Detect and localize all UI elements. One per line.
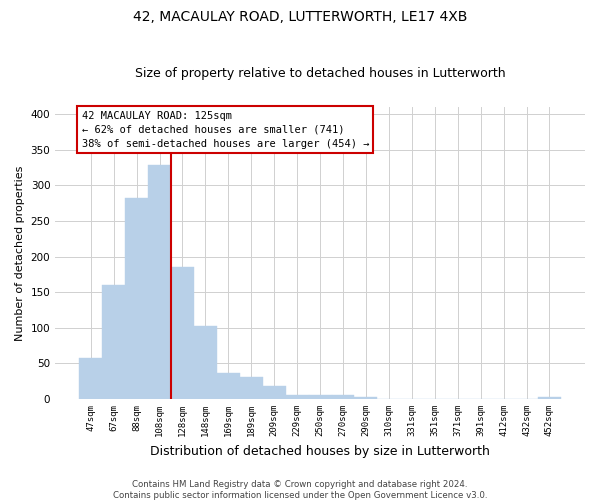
Bar — [308, 396, 332, 399]
Text: 42 MACAULAY ROAD: 125sqm
← 62% of detached houses are smaller (741)
38% of semi-: 42 MACAULAY ROAD: 125sqm ← 62% of detach… — [82, 110, 369, 148]
Y-axis label: Number of detached properties: Number of detached properties — [15, 166, 25, 340]
Bar — [286, 395, 308, 399]
Title: Size of property relative to detached houses in Lutterworth: Size of property relative to detached ho… — [135, 66, 505, 80]
Bar — [332, 396, 355, 399]
Text: 42, MACAULAY ROAD, LUTTERWORTH, LE17 4XB: 42, MACAULAY ROAD, LUTTERWORTH, LE17 4XB — [133, 10, 467, 24]
Text: Contains public sector information licensed under the Open Government Licence v3: Contains public sector information licen… — [113, 490, 487, 500]
Bar — [217, 372, 240, 399]
Bar — [538, 397, 561, 399]
Bar — [171, 268, 194, 399]
Bar — [355, 397, 377, 399]
Bar — [148, 166, 171, 399]
Bar — [125, 198, 148, 399]
Bar — [240, 377, 263, 399]
Bar — [102, 285, 125, 399]
Bar — [79, 358, 102, 399]
Bar — [263, 386, 286, 399]
Text: Contains HM Land Registry data © Crown copyright and database right 2024.: Contains HM Land Registry data © Crown c… — [132, 480, 468, 489]
X-axis label: Distribution of detached houses by size in Lutterworth: Distribution of detached houses by size … — [150, 444, 490, 458]
Bar — [194, 326, 217, 399]
